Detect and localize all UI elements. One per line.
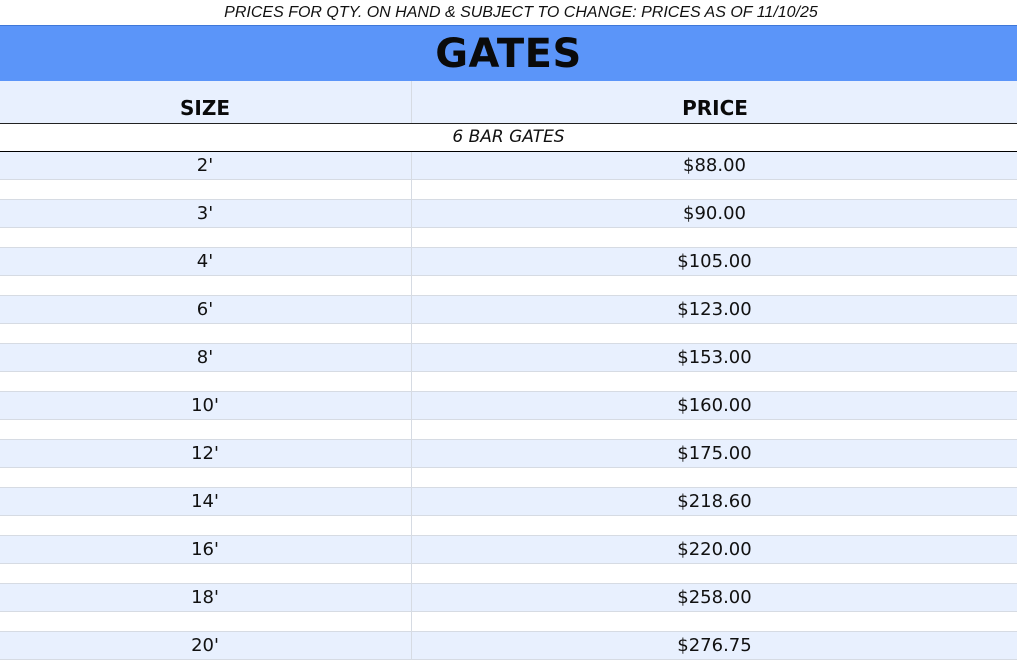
blank-price-cell[interactable] xyxy=(411,228,1017,247)
table-row: 6' $123.00 xyxy=(0,296,1017,324)
price-cell[interactable]: $258.00 xyxy=(411,584,1017,611)
table-row: 10' $160.00 xyxy=(0,392,1017,420)
blank-size-cell[interactable] xyxy=(0,468,410,487)
price-cell[interactable]: $90.00 xyxy=(411,200,1017,227)
price-notice: PRICES FOR QTY. ON HAND & SUBJECT TO CHA… xyxy=(224,4,818,21)
blank-size-cell[interactable] xyxy=(0,324,410,343)
section-label[interactable]: 6 BAR GATES xyxy=(0,124,1017,154)
blank-price-cell[interactable] xyxy=(411,372,1017,391)
size-cell[interactable]: 6' xyxy=(196,299,214,320)
size-cell[interactable]: 10' xyxy=(191,395,219,416)
table-row: 20' $276.75 xyxy=(0,632,1017,660)
blank-row xyxy=(0,180,1017,200)
table-row: 16' $220.00 xyxy=(0,536,1017,564)
blank-size-cell[interactable] xyxy=(0,372,410,391)
table-row: 3' $90.00 xyxy=(0,200,1017,228)
blank-row xyxy=(0,324,1017,344)
price-cell[interactable]: $220.00 xyxy=(411,536,1017,563)
blank-row xyxy=(0,372,1017,392)
blank-row xyxy=(0,228,1017,248)
blank-row xyxy=(0,612,1017,632)
blank-size-cell[interactable] xyxy=(0,516,410,535)
price-cell[interactable]: $88.00 xyxy=(411,152,1017,179)
table-row: 4' $105.00 xyxy=(0,248,1017,276)
price-cell[interactable]: $218.60 xyxy=(411,488,1017,515)
blank-row xyxy=(0,276,1017,296)
blank-price-cell[interactable] xyxy=(411,516,1017,535)
size-cell[interactable]: 2' xyxy=(196,155,214,176)
sheet-title: GATES xyxy=(435,31,582,77)
size-column-header[interactable]: SIZE xyxy=(179,96,230,120)
blank-price-cell[interactable] xyxy=(411,324,1017,343)
blank-row xyxy=(0,420,1017,440)
price-cell[interactable]: $123.00 xyxy=(411,296,1017,323)
blank-price-cell[interactable] xyxy=(411,468,1017,487)
price-cell[interactable]: $276.75 xyxy=(411,632,1017,659)
title-bar: GATES xyxy=(0,25,1017,81)
column-header-row: SIZE PRICE xyxy=(0,81,1017,124)
size-cell[interactable]: 12' xyxy=(191,443,219,464)
blank-price-cell[interactable] xyxy=(411,180,1017,199)
blank-size-cell[interactable] xyxy=(0,420,410,439)
table-row: 2' $88.00 xyxy=(0,152,1017,180)
blank-size-cell[interactable] xyxy=(0,564,410,583)
size-cell[interactable]: 14' xyxy=(191,491,219,512)
table-row: 18' $258.00 xyxy=(0,584,1017,612)
size-cell[interactable]: 8' xyxy=(196,347,214,368)
price-cell[interactable]: $160.00 xyxy=(411,392,1017,419)
size-cell[interactable]: 18' xyxy=(191,587,219,608)
table-row: 8' $153.00 xyxy=(0,344,1017,372)
table-row: 12' $175.00 xyxy=(0,440,1017,468)
table-row: 14' $218.60 xyxy=(0,488,1017,516)
blank-price-cell[interactable] xyxy=(411,276,1017,295)
blank-row xyxy=(0,468,1017,488)
price-cell[interactable]: $153.00 xyxy=(411,344,1017,371)
price-cell[interactable]: $175.00 xyxy=(411,440,1017,467)
price-cell[interactable]: $105.00 xyxy=(411,248,1017,275)
size-cell[interactable]: 3' xyxy=(196,203,214,224)
blank-price-cell[interactable] xyxy=(411,564,1017,583)
blank-size-cell[interactable] xyxy=(0,276,410,295)
size-cell[interactable]: 20' xyxy=(191,635,219,656)
blank-price-cell[interactable] xyxy=(411,612,1017,631)
blank-size-cell[interactable] xyxy=(0,180,410,199)
blank-size-cell[interactable] xyxy=(0,228,410,247)
blank-price-cell[interactable] xyxy=(411,420,1017,439)
blank-row xyxy=(0,516,1017,536)
price-column-header[interactable]: PRICE xyxy=(411,81,1017,123)
size-cell[interactable]: 16' xyxy=(191,539,219,560)
blank-size-cell[interactable] xyxy=(0,612,410,631)
blank-row xyxy=(0,564,1017,584)
size-cell[interactable]: 4' xyxy=(196,251,214,272)
